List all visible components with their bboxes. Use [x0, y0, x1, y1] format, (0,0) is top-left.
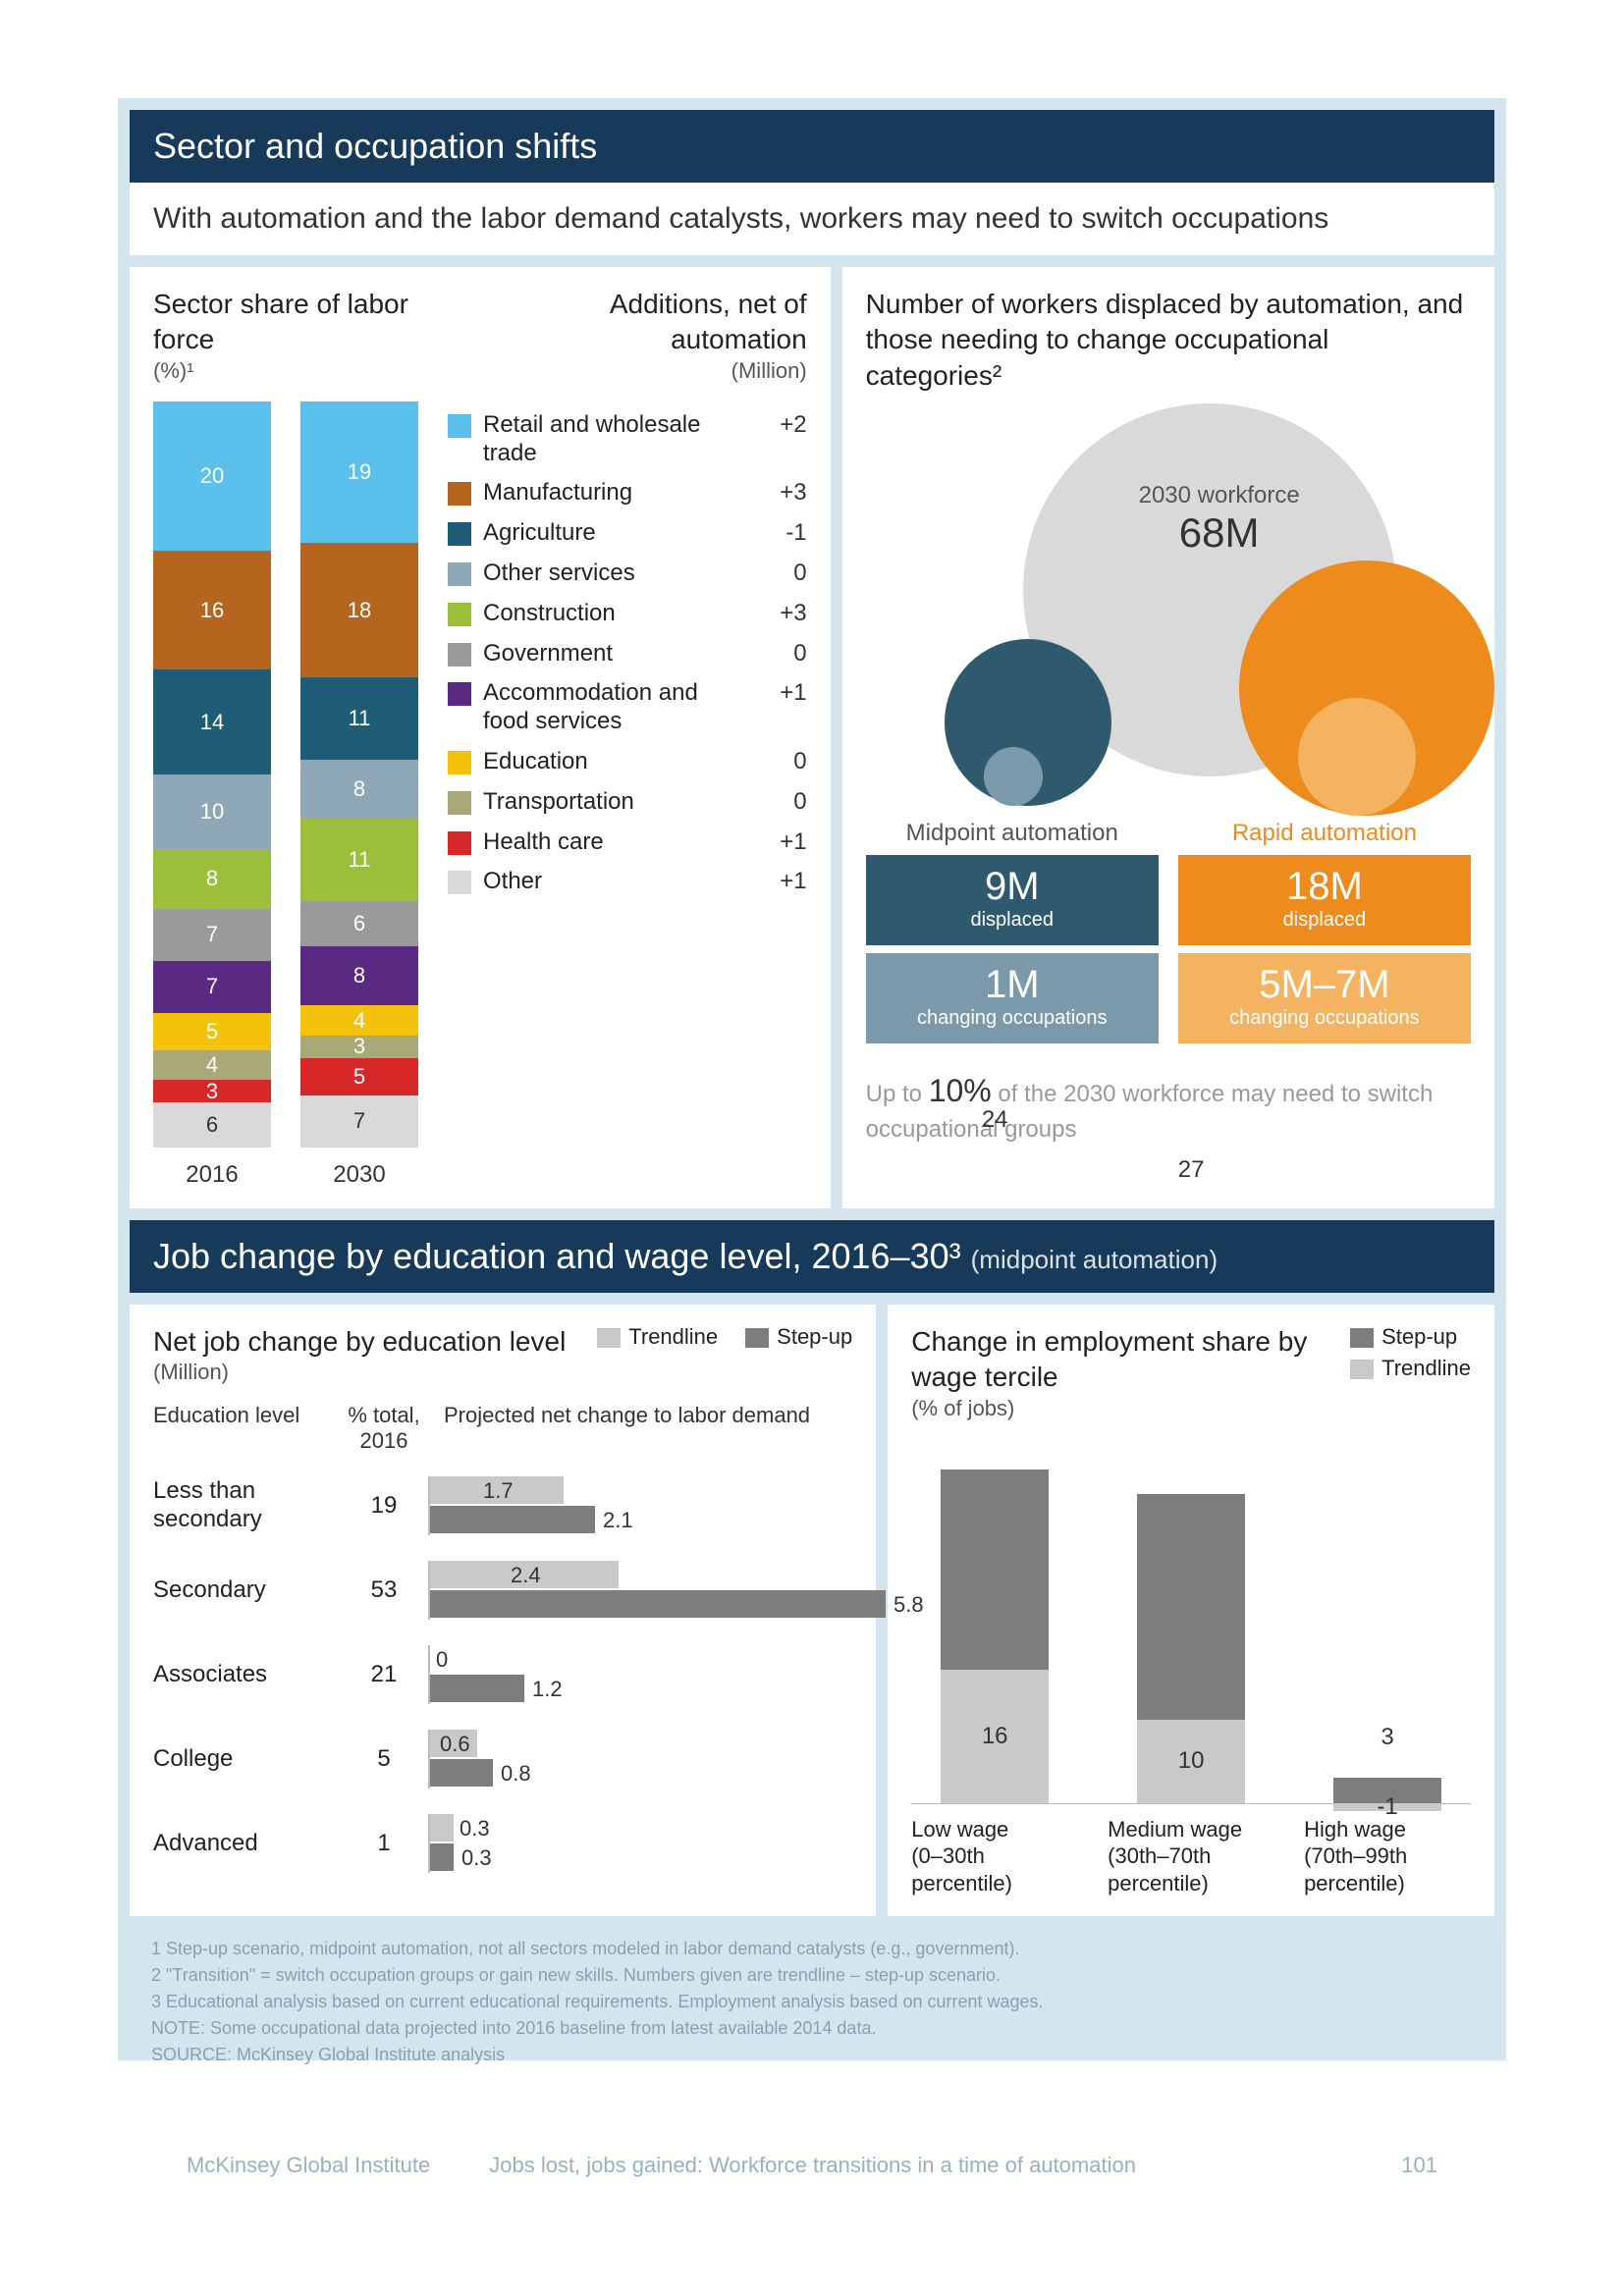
workforce-label: 2030 workforce 68M [1121, 482, 1318, 557]
stack-segment: 10 [153, 774, 271, 849]
footnote-line: 3 Educational analysis based on current … [151, 1989, 1473, 2015]
section-header-2: Job change by education and wage level, … [130, 1220, 1494, 1293]
displaced-title: Number of workers displaced by automatio… [866, 287, 1471, 394]
sector-title-unit: (%)¹ [153, 358, 471, 384]
stack-segment: 4 [300, 1005, 418, 1035]
wage-legend: Step-upTrendline [1350, 1324, 1471, 1387]
rapid-inner-circle [1298, 698, 1416, 816]
footnote-line: NOTE: Some occupational data projected i… [151, 2015, 1473, 2042]
stack-segment: 14 [153, 669, 271, 774]
edu-legend: TrendlineStep-up [597, 1324, 852, 1350]
stack-segment: 20 [153, 401, 271, 551]
displaced-panel: Number of workers displaced by automatio… [842, 267, 1494, 1208]
stack-segment: 4 [153, 1050, 271, 1080]
wage-x-labels: Low wage(0–30th percentile)Medium wage(3… [911, 1816, 1471, 1897]
rapid-column: Rapid automation 18M displaced 5M–7M cha… [1178, 820, 1471, 1051]
sector-title: Sector share of labor force [153, 287, 471, 358]
section-header-1: Sector and occupation shifts [130, 110, 1494, 183]
displaced-footnote: Up to 10% of the 2030 workforce may need… [866, 1069, 1471, 1146]
stack-segment: 7 [300, 1095, 418, 1148]
footer-org: McKinsey Global Institute [187, 2153, 430, 2178]
legend-item: Other services0 [448, 560, 807, 588]
stack-segment: 18 [300, 543, 418, 677]
edu-col-headers: Education level % total, 2016 Projected … [153, 1403, 852, 1454]
footer-doc: Jobs lost, jobs gained: Workforce transi… [489, 2153, 1136, 2178]
legend-item: Retail and wholesale trade+2 [448, 411, 807, 468]
legend-item: Agriculture-1 [448, 519, 807, 548]
page-footer: McKinsey Global Institute Jobs lost, job… [187, 2153, 1437, 2178]
stack-segment: 6 [153, 1102, 271, 1148]
footnote-line: SOURCE: McKinsey Global Institute analys… [151, 2042, 1473, 2068]
edu-row: Secondary532.45.8 [153, 1548, 852, 1632]
stack-segment: 11 [300, 677, 418, 760]
stack-segment: 8 [300, 760, 418, 820]
stack-segment: 6 [300, 901, 418, 946]
legend-item: Government0 [448, 640, 807, 668]
stack-segment: 11 [300, 819, 418, 901]
footnotes: 1 Step-up scenario, midpoint automation,… [130, 1930, 1494, 2086]
legend-item: Other+1 [448, 868, 807, 896]
education-panel: Net job change by education level (Milli… [130, 1305, 876, 1916]
legend-item: Transportation0 [448, 788, 807, 817]
midpoint-changing-box: 1M changing occupations [866, 953, 1159, 1043]
edu-rows: Less than secondary191.72.1Secondary532.… [153, 1464, 852, 1886]
footnote-line: 2 "Transition" = switch occupation group… [151, 1962, 1473, 1989]
section-subtitle-1: With automation and the labor demand cat… [130, 183, 1494, 255]
page-container: Sector and occupation shifts With automa… [118, 98, 1506, 2060]
rapid-displaced-box: 18M displaced [1178, 855, 1471, 945]
stack-segment: 3 [153, 1080, 271, 1102]
rapid-changing-box: 5M–7M changing occupations [1178, 953, 1471, 1043]
legend-item: Education0 [448, 748, 807, 776]
stack-segment: 8 [300, 946, 418, 1006]
midpoint-displaced-box: 9M displaced [866, 855, 1159, 945]
wage-col: 2416 [911, 1469, 1078, 1803]
stack-segment: 5 [153, 1013, 271, 1050]
sector-right-title: Additions, net of automation [471, 287, 806, 358]
footnote-line: 1 Step-up scenario, midpoint automation,… [151, 1936, 1473, 1962]
wage-bars: 24162710 3-1 [911, 1461, 1471, 1804]
wage-col: 2710 [1108, 1494, 1274, 1803]
stack-segment: 16 [153, 551, 271, 670]
edu-row: Associates2101.2 [153, 1632, 852, 1717]
wage-col: 3-1 [1304, 1778, 1471, 1803]
wage-panel: Change in employment share by wage terci… [888, 1305, 1494, 1916]
sector-legend: Retail and wholesale trade+2 Manufacturin… [448, 411, 807, 1189]
legend-item: Accommodation and food services+1 [448, 679, 807, 736]
midpoint-inner-circle [984, 747, 1043, 806]
legend-item: Construction+3 [448, 600, 807, 628]
edu-row: College50.60.8 [153, 1717, 852, 1801]
stacked-bars: 20161410877543620161918118116843572030 [153, 401, 418, 1189]
stack-segment: 8 [153, 849, 271, 909]
edu-title: Net job change by education level [153, 1324, 566, 1360]
stack-segment: 19 [300, 401, 418, 543]
sector-panel: Sector share of labor force (%)¹ Additio… [130, 267, 831, 1208]
stack-segment: 5 [300, 1058, 418, 1095]
page-number: 101 [1401, 2153, 1437, 2178]
stack-segment: 7 [153, 961, 271, 1013]
sector-right-unit: (Million) [471, 358, 806, 384]
stack-segment: 3 [300, 1036, 418, 1058]
wage-title: Change in employment share by wage terci… [911, 1324, 1334, 1396]
midpoint-column: Midpoint automation 9M displaced 1M chan… [866, 820, 1159, 1051]
edu-row: Less than secondary191.72.1 [153, 1464, 852, 1548]
legend-item: Health care+1 [448, 828, 807, 857]
legend-item: Manufacturing+3 [448, 479, 807, 507]
circles-diagram: 2030 workforce 68M [866, 403, 1471, 816]
edu-row: Advanced10.30.3 [153, 1801, 852, 1886]
stack-segment: 7 [153, 909, 271, 961]
